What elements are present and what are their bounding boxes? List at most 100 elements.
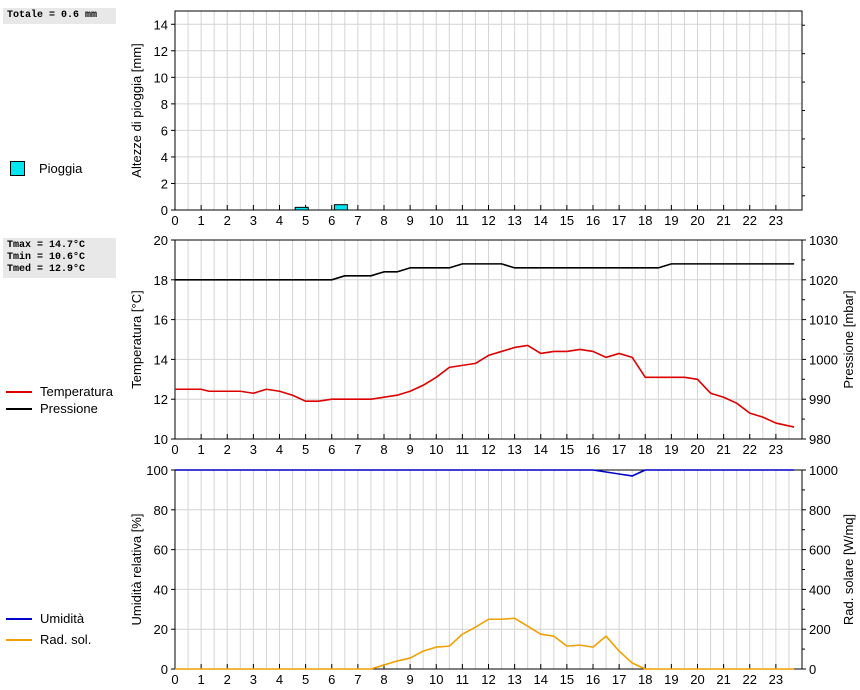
temp-y-tick-label: 18 — [154, 273, 168, 288]
temp-y-axis-label: Temperatura [°C] — [129, 290, 144, 388]
temp-x-tick-label: 16 — [586, 442, 600, 457]
hum-series-1 — [175, 617, 795, 670]
umidita-swatch — [6, 617, 32, 620]
temp-x-tick-label: 23 — [769, 442, 783, 457]
rain-bar — [333, 204, 348, 211]
temp-x-tick-label: 4 — [276, 442, 283, 457]
temp-y2-tick-label: 980 — [809, 432, 831, 447]
temp-chart: 0 1 2 3 4 5 6 7 8 9 10 11 12 13 14 15 16 17 18 19 20 21 22 2310… — [129, 233, 856, 457]
temp-y2-tick-label: 1030 — [809, 233, 838, 248]
rain-y-tick-label: 0 — [161, 203, 168, 218]
hum-y2-tick-label: 0 — [809, 662, 816, 677]
temp-x-tick-label: 3 — [250, 442, 257, 457]
legend-label-temperatura: Temperatura — [40, 384, 113, 399]
hum-x-tick-label: 18 — [638, 672, 652, 687]
rain-x-tick-label: 9 — [407, 213, 414, 228]
temp-x-tick-label: 7 — [354, 442, 361, 457]
hum-y2-axis-label: Rad. solare [W/mq] — [841, 514, 856, 625]
temp-x-tick-label: 1 — [198, 442, 205, 457]
hum-x-tick-label: 16 — [586, 672, 600, 687]
rain-x-tick-label: 22 — [743, 213, 757, 228]
hum-x-tick-label: 23 — [769, 672, 783, 687]
hum-y-tick-label: 100 — [146, 463, 168, 478]
temp-x-tick-label: 15 — [560, 442, 574, 457]
legend-label-pressione: Pressione — [40, 401, 98, 416]
rain-stats-box: Totale = 0.6 mm — [3, 8, 116, 24]
hum-x-tick-label: 6 — [328, 672, 335, 687]
hum-y2-tick-label: 800 — [809, 503, 831, 518]
temperatura-swatch — [6, 390, 32, 393]
rain-x-tick-label: 0 — [171, 213, 178, 228]
legend-item-radsol: Rad. sol. — [0, 632, 91, 647]
hum-x-tick-label: 12 — [481, 672, 495, 687]
temp-series-1 — [175, 263, 795, 281]
temp-x-tick-label: 14 — [534, 442, 548, 457]
rain-x-tick-label: 16 — [586, 213, 600, 228]
rain-bar — [294, 206, 309, 211]
temp-y2-tick-label: 1010 — [809, 313, 838, 328]
temp-y-tick-label: 14 — [154, 352, 168, 367]
hum-y-tick-label: 40 — [154, 582, 168, 597]
hum-x-tick-label: 20 — [690, 672, 704, 687]
hum-x-tick-label: 5 — [302, 672, 309, 687]
hum-x-tick-label: 14 — [534, 672, 548, 687]
rain-y-axis-label: Altezze di pioggia [mm] — [129, 43, 144, 177]
legend-label-radsol: Rad. sol. — [40, 632, 92, 647]
rain-x-tick-label: 6 — [328, 213, 335, 228]
rain-x-tick-label: 5 — [302, 213, 309, 228]
legend-label-umidita: Umidità — [40, 611, 85, 626]
rain-x-tick-label: 21 — [716, 213, 730, 228]
tmin-text: Tmin = 10.6°C — [7, 252, 86, 263]
rain-total-text: Totale = 0.6 mm — [7, 10, 98, 21]
hum-x-tick-label: 2 — [224, 672, 231, 687]
rain-x-tick-label: 23 — [769, 213, 783, 228]
hum-x-tick-label: 0 — [171, 672, 178, 687]
hum-x-tick-label: 11 — [456, 672, 470, 687]
hum-x-tick-label: 8 — [380, 672, 387, 687]
hum-y2-tick-label: 400 — [809, 582, 831, 597]
temp-x-tick-label: 12 — [481, 442, 495, 457]
hum-series-0 — [175, 469, 795, 477]
rain-y-tick-label: 14 — [154, 17, 168, 32]
rain-x-tick-label: 20 — [690, 213, 704, 228]
hum-y-tick-label: 80 — [154, 503, 168, 518]
rain-x-tick-label: 17 — [612, 213, 626, 228]
temp-x-tick-label: 8 — [380, 442, 387, 457]
radsol-swatch — [6, 638, 32, 641]
hum-x-tick-label: 21 — [716, 672, 730, 687]
hum-y2-tick-label: 200 — [809, 622, 831, 637]
hum-y-tick-label: 60 — [154, 543, 168, 558]
hum-x-tick-label: 3 — [250, 672, 257, 687]
temp-x-tick-label: 21 — [716, 442, 730, 457]
temp-x-tick-label: 10 — [429, 442, 443, 457]
hum-x-tick-label: 9 — [407, 672, 414, 687]
temp-y-tick-label: 12 — [154, 392, 168, 407]
pressione-swatch — [6, 407, 32, 410]
rain-y-tick-label: 8 — [161, 97, 168, 112]
rain-x-tick-label: 11 — [456, 213, 470, 228]
temp-x-tick-label: 13 — [507, 442, 521, 457]
rain-y-tick-label: 2 — [161, 176, 168, 191]
rain-y-tick-label: 6 — [161, 123, 168, 138]
temp-x-tick-label: 20 — [690, 442, 704, 457]
rain-x-tick-label: 10 — [429, 213, 443, 228]
rain-x-tick-label: 7 — [354, 213, 361, 228]
legend-label-pioggia: Pioggia — [39, 161, 83, 176]
pioggia-swatch — [10, 161, 25, 176]
temp-stats-box: Tmax = 14.7°C Tmin = 10.6°C Tmed = 12.9°… — [3, 238, 116, 278]
hum-x-tick-label: 10 — [429, 672, 443, 687]
hum-x-tick-label: 19 — [664, 672, 678, 687]
hum-y-tick-label: 0 — [161, 662, 168, 677]
tmed-text: Tmed = 12.9°C — [7, 264, 86, 275]
rain-x-tick-label: 19 — [664, 213, 678, 228]
temp-x-tick-label: 6 — [328, 442, 335, 457]
temp-y2-axis-label: Pressione [mbar] — [841, 290, 856, 388]
rain-x-tick-label: 13 — [507, 213, 521, 228]
hum-x-tick-label: 4 — [276, 672, 283, 687]
temp-y2-tick-label: 1020 — [809, 273, 838, 288]
rain-x-tick-label: 12 — [481, 213, 495, 228]
rain-x-tick-label: 4 — [276, 213, 283, 228]
hum-x-tick-label: 1 — [198, 672, 205, 687]
temp-x-tick-label: 18 — [638, 442, 652, 457]
